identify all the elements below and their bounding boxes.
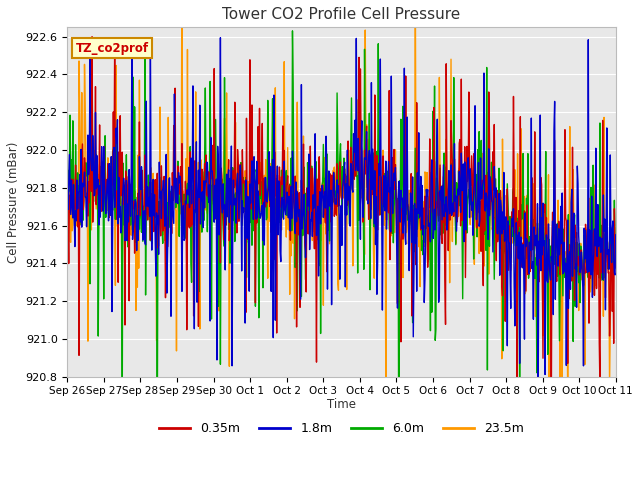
- 1.8m: [383, 226, 390, 232]
- 0.35m: [98, 159, 106, 165]
- Title: Tower CO2 Profile Cell Pressure: Tower CO2 Profile Cell Pressure: [223, 7, 461, 22]
- 0.35m: [480, 187, 488, 193]
- 1.8m: [413, 170, 421, 176]
- 23.5m: [413, 209, 421, 215]
- 0.35m: [536, 214, 544, 219]
- 1.8m: [147, 35, 154, 40]
- Line: 1.8m: 1.8m: [67, 37, 616, 384]
- 23.5m: [383, 183, 390, 189]
- 23.5m: [612, 249, 620, 255]
- Line: 23.5m: 23.5m: [67, 0, 616, 404]
- X-axis label: Time: Time: [327, 398, 356, 411]
- 1.8m: [480, 70, 488, 76]
- Legend: 0.35m, 1.8m, 6.0m, 23.5m: 0.35m, 1.8m, 6.0m, 23.5m: [154, 417, 529, 440]
- 1.8m: [612, 232, 620, 238]
- 6.0m: [481, 231, 488, 237]
- Text: TZ_co2prof: TZ_co2prof: [76, 42, 148, 55]
- 23.5m: [536, 246, 544, 252]
- 6.0m: [63, 171, 71, 177]
- 23.5m: [97, 191, 105, 196]
- 1.8m: [97, 174, 105, 180]
- 0.35m: [547, 431, 555, 436]
- 0.35m: [612, 265, 620, 271]
- 1.8m: [534, 381, 542, 387]
- 1.8m: [397, 188, 404, 193]
- 23.5m: [480, 263, 488, 269]
- 23.5m: [564, 401, 572, 407]
- 0.35m: [383, 217, 390, 223]
- 6.0m: [414, 211, 422, 217]
- 6.0m: [97, 184, 105, 190]
- Y-axis label: Cell Pressure (mBar): Cell Pressure (mBar): [7, 141, 20, 263]
- Line: 6.0m: 6.0m: [67, 31, 616, 480]
- 6.0m: [289, 28, 296, 34]
- 1.8m: [537, 268, 545, 274]
- 6.0m: [537, 256, 545, 262]
- 0.35m: [88, 34, 96, 40]
- 6.0m: [383, 175, 390, 180]
- 23.5m: [63, 170, 71, 176]
- 1.8m: [63, 180, 71, 185]
- 0.35m: [397, 339, 404, 345]
- 6.0m: [398, 213, 406, 218]
- 0.35m: [63, 179, 71, 185]
- 6.0m: [612, 250, 620, 255]
- Line: 0.35m: 0.35m: [67, 37, 616, 433]
- 0.35m: [413, 208, 421, 214]
- 23.5m: [397, 199, 404, 205]
